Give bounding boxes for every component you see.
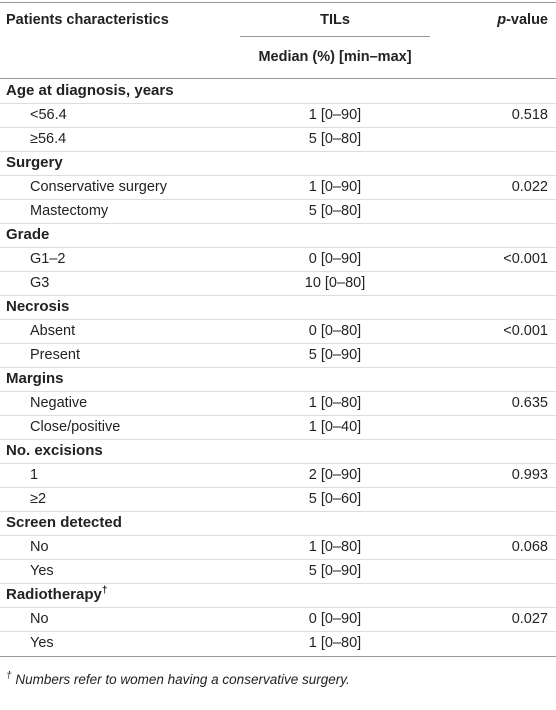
median-range: 10 [0–80] [304, 275, 366, 291]
footnote-mark: † [6, 670, 12, 682]
p-value: 0.068 [511, 539, 548, 555]
rule [0, 2, 556, 3]
row-label: G3 [30, 275, 50, 291]
row-label: Negative [30, 395, 88, 411]
row-separator [0, 535, 556, 536]
median-range: 1 [0–40] [308, 419, 362, 435]
row-label: Mastectomy [30, 203, 109, 219]
row-separator [0, 583, 556, 584]
row-label: Yes [30, 635, 54, 651]
row-label: 1 [30, 467, 39, 483]
row-separator [0, 631, 556, 632]
group-text: Margins [6, 370, 64, 387]
group-text: Screen detected [6, 514, 122, 531]
row-separator [0, 199, 556, 200]
italic-p: p [497, 12, 507, 28]
row-label: No [30, 539, 49, 555]
row-label: <56.4 [30, 107, 67, 123]
group-text: Grade [6, 226, 50, 243]
group-text: Age at diagnosis, years [6, 82, 174, 99]
group-label: Necrosis [6, 298, 69, 316]
group-label: Screen detected [6, 514, 122, 532]
row-label: G1–2 [30, 251, 66, 267]
note-mark: † [101, 585, 108, 596]
p-value: <0.001 [503, 251, 548, 267]
header-rest: -value [506, 12, 548, 28]
row-label: Close/positive [30, 419, 121, 435]
median-range: 1 [0–90] [308, 107, 362, 123]
group-label: No. excisions [6, 442, 103, 460]
median-range: 5 [0–90] [308, 563, 362, 579]
row-separator [0, 295, 556, 296]
group-label: Surgery [6, 154, 63, 172]
p-value: 0.635 [511, 395, 548, 411]
rule [0, 78, 556, 79]
row-separator [0, 175, 556, 176]
group-text: Necrosis [6, 298, 70, 315]
row-separator [0, 271, 556, 272]
row-separator [0, 415, 556, 416]
group-text: Radiotherapy [6, 586, 102, 603]
median-range: 5 [0–80] [308, 131, 362, 147]
row-label: Conservative surgery [30, 179, 167, 195]
column-subheader: Median (%) [min–max] [258, 49, 412, 65]
footnote: † Numbers refer to women having a conser… [6, 671, 350, 689]
median-range: 1 [0–80] [308, 635, 362, 651]
p-value: <0.001 [503, 323, 548, 339]
row-label: Present [30, 347, 80, 363]
row-label: ≥2 [30, 491, 47, 507]
row-label: No [30, 611, 49, 627]
row-separator [0, 151, 556, 152]
column-header: p-value [497, 11, 548, 29]
group-text: Surgery [6, 154, 63, 171]
median-range: 5 [0–80] [308, 203, 362, 219]
p-value: 0.027 [511, 611, 548, 627]
row-separator [0, 223, 556, 224]
column-header: TILs [320, 12, 350, 28]
group-label: Radiotherapy† [6, 586, 107, 604]
row-separator [0, 391, 556, 392]
row-label: ≥56.4 [30, 131, 67, 147]
p-value: 0.518 [511, 107, 548, 123]
row-separator [0, 487, 556, 488]
p-value: 0.993 [511, 467, 548, 483]
median-range: 1 [0–90] [308, 179, 362, 195]
group-label: Grade [6, 226, 49, 244]
group-text: No. excisions [6, 442, 103, 459]
rule [0, 656, 556, 657]
row-separator [0, 439, 556, 440]
footnote-text: Numbers refer to women having a conserva… [15, 672, 350, 687]
column-header: Patients characteristics [6, 12, 169, 28]
row-separator [0, 511, 556, 512]
row-separator [0, 607, 556, 608]
row-label: Absent [30, 323, 76, 339]
median-range: 2 [0–90] [308, 467, 362, 483]
rule [240, 36, 430, 37]
median-range: 1 [0–80] [308, 539, 362, 555]
row-separator [0, 319, 556, 320]
median-range: 5 [0–90] [308, 347, 362, 363]
row-separator [0, 367, 556, 368]
row-separator [0, 463, 556, 464]
row-separator [0, 127, 556, 128]
row-label: Yes [30, 563, 54, 579]
row-separator [0, 559, 556, 560]
row-separator [0, 247, 556, 248]
median-range: 0 [0–90] [308, 251, 362, 267]
median-range: 5 [0–60] [308, 491, 362, 507]
median-range: 0 [0–90] [308, 611, 362, 627]
median-range: 0 [0–80] [308, 323, 362, 339]
median-range: 1 [0–80] [308, 395, 362, 411]
p-value: 0.022 [511, 179, 548, 195]
group-label: Margins [6, 370, 64, 388]
row-separator [0, 343, 556, 344]
group-label: Age at diagnosis, years [6, 82, 174, 100]
row-separator [0, 103, 556, 104]
